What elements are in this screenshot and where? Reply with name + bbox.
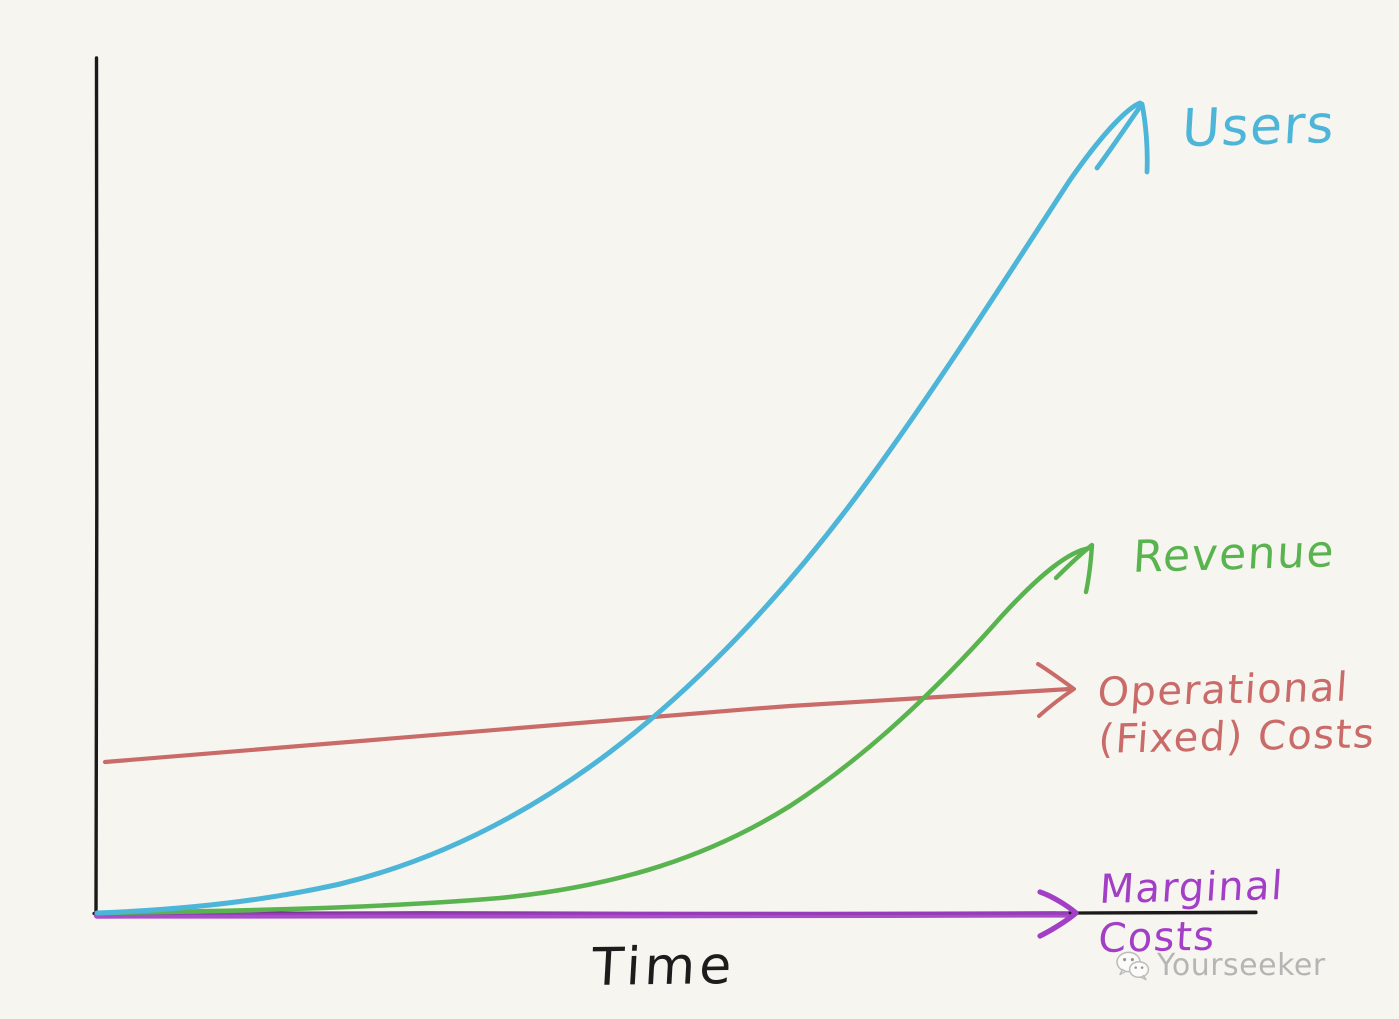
revenue-curve <box>94 545 1093 916</box>
operational-costs-label-line2: (Fixed) Costs <box>1096 710 1377 763</box>
operational-costs-label-line1: Operational <box>1096 664 1351 716</box>
users-arrowhead <box>1094 101 1150 175</box>
marginal-costs-curve <box>93 911 1070 919</box>
marginal-costs-curve-group <box>93 889 1079 939</box>
watermark: Yourseeker <box>1116 948 1326 983</box>
watermark-text: Yourseeker <box>1157 948 1326 983</box>
marginal-costs-label-line1: Marginal <box>1098 862 1286 913</box>
operational-costs-curve-group <box>102 662 1076 765</box>
revenue-curve-group <box>94 542 1095 916</box>
users-curve-group <box>94 100 1150 916</box>
users-curve <box>94 100 1143 916</box>
wechat-icon <box>1116 951 1150 980</box>
marginal-label-underline <box>1078 910 1258 915</box>
revenue-arrowhead <box>1053 542 1095 595</box>
operational-costs-arrowhead <box>1036 662 1076 718</box>
series-label-revenue: Revenue <box>1131 526 1337 583</box>
axes-group <box>92 56 1258 916</box>
x-axis-label-time: Time <box>590 935 737 999</box>
y-axis-line <box>94 56 99 914</box>
series-label-users: Users <box>1180 94 1337 160</box>
operational-costs-curve <box>102 686 1073 765</box>
marginal-costs-arrowhead <box>1037 889 1079 939</box>
series-label-marginal-costs: Marginal Costs <box>1095 862 1286 962</box>
series-label-operational-costs: Operational (Fixed) Costs <box>1093 665 1380 763</box>
